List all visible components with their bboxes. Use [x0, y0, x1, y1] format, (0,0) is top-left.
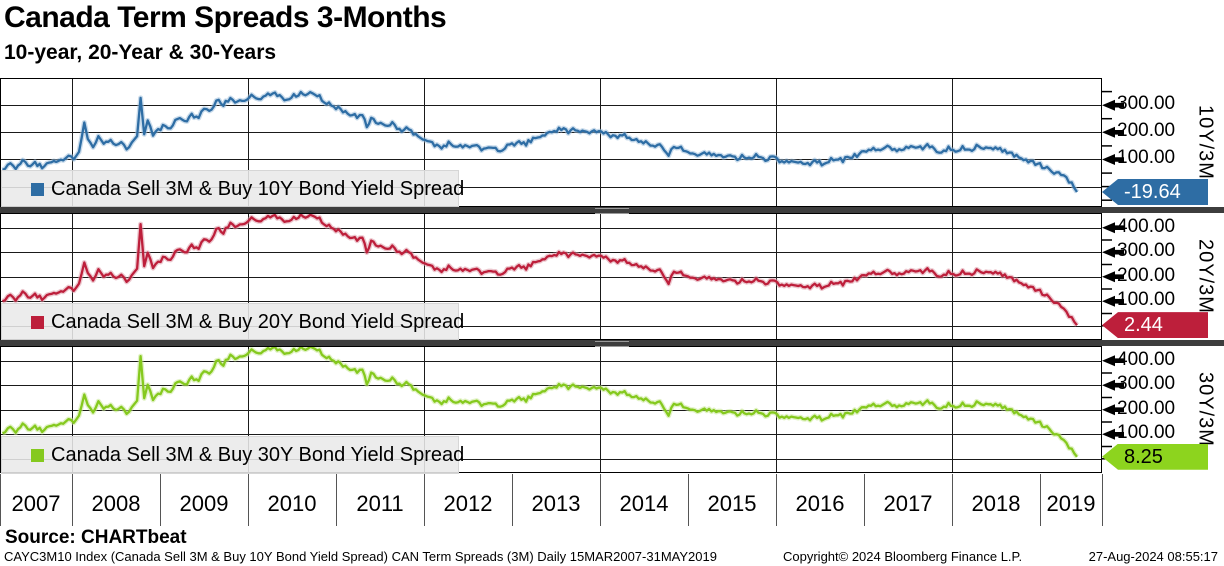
plot-border: [0, 346, 1102, 473]
y-tick-label-10y-3m: 100.00: [1117, 147, 1176, 169]
y-tick-label-10y-3m: 200.00: [1117, 120, 1176, 142]
separator-drag-handle[interactable]: [595, 341, 629, 347]
year-separator-line: [776, 474, 777, 526]
copyright-text: Copyright© 2024 Bloomberg Finance L.P.: [783, 549, 1023, 564]
year-separator-line: [1040, 474, 1041, 526]
timestamp: 27-Aug-2024 08:55:17: [1088, 549, 1218, 564]
year-separator-line: [248, 474, 249, 526]
plot-border: [0, 78, 1102, 207]
year-label-2015: 2015: [707, 491, 757, 516]
y-tick-label-20y-3m: 400.00: [1117, 215, 1176, 237]
year-label-2014: 2014: [619, 491, 669, 516]
y-tick-label-30y-3m: 400.00: [1117, 348, 1176, 370]
legend-marker-icon: [31, 448, 44, 462]
year-separator-line: [0, 474, 1, 526]
year-label-2016: 2016: [795, 491, 845, 516]
legend-marker-icon: [31, 315, 44, 329]
panel-30y-3m: 400.00 300.00 200.00 100.00 30Y/3M Canada Sel…: [0, 346, 1224, 474]
y-tick-label-30y-3m: 200.00: [1117, 397, 1176, 419]
separator-drag-handle[interactable]: [595, 208, 629, 214]
y-tick-label-20y-3m: 100.00: [1117, 289, 1176, 311]
year-label-2012: 2012: [443, 491, 493, 516]
panel-separator-2: [0, 340, 1224, 347]
legend-marker-icon: [31, 182, 44, 196]
panel-20y-3m: 400.00 300.00 200.00 100.00 20Y/3M Canada Sel…: [0, 213, 1224, 341]
legend-30y-3m: Canada Sell 3M & Buy 30Y Bond Yield Spre…: [1, 436, 464, 474]
y-tick-label-10y-3m: 300.00: [1117, 93, 1176, 115]
legend-label: Canada Sell 3M & Buy 30Y Bond Yield Spre…: [51, 443, 465, 466]
axis-label-20y-3m: 20Y/3M: [1194, 239, 1217, 314]
year-label-2009: 2009: [179, 491, 229, 516]
year-separator-line: [512, 474, 513, 526]
legend-label: Canada Sell 3M & Buy 20Y Bond Yield Spre…: [51, 310, 465, 333]
plot-border: [0, 213, 1102, 340]
last-value-badge-30y-3m: 8.25: [1102, 443, 1208, 470]
year-separator-line: [160, 474, 161, 526]
legend-label: Canada Sell 3M & Buy 10Y Bond Yield Spre…: [51, 177, 465, 200]
page-subtitle: 10-year, 20-Year & 30-Years: [4, 41, 277, 64]
last-value-badge-10y-3m: -19.64: [1102, 178, 1208, 205]
year-separator-line: [72, 474, 73, 526]
year-label-2019: 2019: [1046, 491, 1096, 516]
legend-10y-3m: Canada Sell 3M & Buy 10Y Bond Yield Spre…: [1, 170, 464, 208]
legend-20y-3m: Canada Sell 3M & Buy 20Y Bond Yield Spre…: [1, 303, 464, 341]
year-label-2007: 2007: [11, 491, 61, 516]
last-value-badge-20y-3m: 2.44: [1102, 312, 1208, 339]
year-label-2013: 2013: [531, 491, 581, 516]
year-separator-line: [688, 474, 689, 526]
year-label-2018: 2018: [971, 491, 1021, 516]
series-line-20y-3m: [2, 213, 1078, 326]
y-tick-label-30y-3m: 300.00: [1117, 373, 1176, 395]
x-axis: 2007 2008 2009 2010 2011 2012 2013 2014 2015 2016…: [0, 473, 1224, 527]
y-tick-label-20y-3m: 200.00: [1117, 264, 1176, 286]
security-description: CAYC3M10 Index (Canada Sell 3M & Buy 10Y…: [4, 549, 717, 564]
page-title: Canada Term Spreads 3-Months: [4, 1, 447, 34]
year-label-2010: 2010: [267, 491, 317, 516]
y-axis-ticks: [1102, 90, 1124, 201]
year-label-2008: 2008: [91, 491, 141, 516]
year-separator-line: [1102, 474, 1103, 526]
axis-label-30y-3m: 30Y/3M: [1194, 372, 1217, 447]
y-axis-ticks: [1102, 222, 1124, 327]
plot-svg-10y-3m: [0, 78, 1124, 207]
series-line-10y-3m: [2, 90, 1078, 193]
year-separator-line: [600, 474, 601, 526]
y-tick-label-20y-3m: 300.00: [1117, 240, 1176, 262]
panel-separator-1: [0, 207, 1224, 214]
year-separator-line: [336, 474, 337, 526]
year-separator-line: [424, 474, 425, 526]
year-label-2017: 2017: [883, 491, 933, 516]
panel-10y-3m: 300.00 200.00 100.00 10Y/3M Canada Sell 3M &…: [0, 78, 1224, 208]
year-label-2011: 2011: [356, 491, 404, 516]
year-separator-line: [864, 474, 865, 526]
year-separator-line: [952, 474, 953, 526]
axis-label-10y-3m: 10Y/3M: [1194, 105, 1217, 180]
series-line-30y-3m: [2, 346, 1078, 458]
source-note: Source: CHARTbeat: [5, 527, 187, 548]
y-tick-label-30y-3m: 100.00: [1117, 422, 1176, 444]
